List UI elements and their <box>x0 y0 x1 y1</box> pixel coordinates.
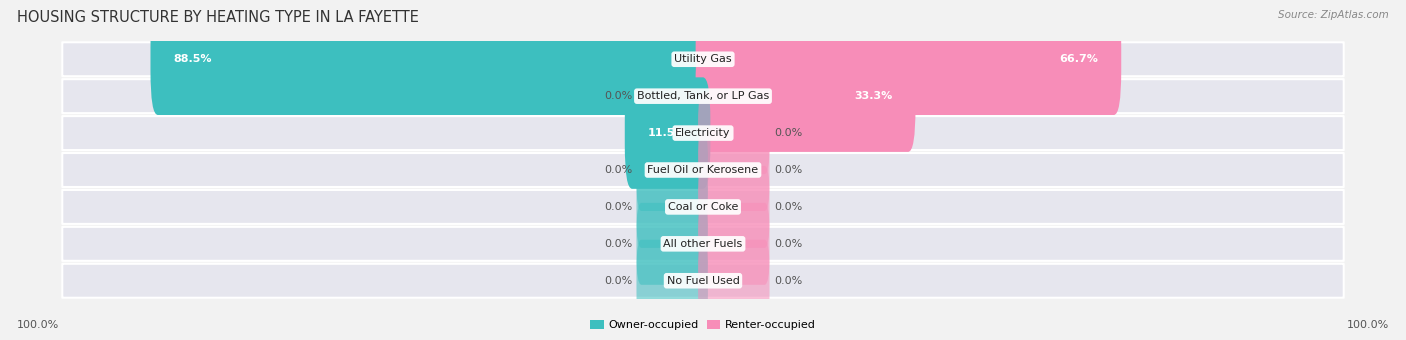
Text: Bottled, Tank, or LP Gas: Bottled, Tank, or LP Gas <box>637 91 769 101</box>
FancyBboxPatch shape <box>696 3 1121 115</box>
Text: 33.3%: 33.3% <box>855 91 893 101</box>
Text: 11.5%: 11.5% <box>648 128 686 138</box>
FancyBboxPatch shape <box>637 203 709 285</box>
Text: 100.0%: 100.0% <box>17 320 59 330</box>
FancyBboxPatch shape <box>637 55 709 137</box>
FancyBboxPatch shape <box>697 129 769 211</box>
Text: 88.5%: 88.5% <box>173 54 212 64</box>
Text: 66.7%: 66.7% <box>1060 54 1098 64</box>
Text: Fuel Oil or Kerosene: Fuel Oil or Kerosene <box>647 165 759 175</box>
Text: 0.0%: 0.0% <box>605 276 633 286</box>
Legend: Owner-occupied, Renter-occupied: Owner-occupied, Renter-occupied <box>586 315 820 335</box>
FancyBboxPatch shape <box>62 264 1344 298</box>
FancyBboxPatch shape <box>697 166 769 248</box>
FancyBboxPatch shape <box>62 116 1344 150</box>
Text: No Fuel Used: No Fuel Used <box>666 276 740 286</box>
Text: Coal or Coke: Coal or Coke <box>668 202 738 212</box>
Text: 0.0%: 0.0% <box>605 165 633 175</box>
FancyBboxPatch shape <box>696 40 915 152</box>
FancyBboxPatch shape <box>62 190 1344 224</box>
Text: 100.0%: 100.0% <box>1347 320 1389 330</box>
FancyBboxPatch shape <box>637 129 709 211</box>
Text: All other Fuels: All other Fuels <box>664 239 742 249</box>
FancyBboxPatch shape <box>637 240 709 322</box>
FancyBboxPatch shape <box>62 153 1344 187</box>
Text: Utility Gas: Utility Gas <box>675 54 731 64</box>
FancyBboxPatch shape <box>637 166 709 248</box>
Text: 0.0%: 0.0% <box>605 239 633 249</box>
FancyBboxPatch shape <box>697 92 769 174</box>
FancyBboxPatch shape <box>697 240 769 322</box>
Text: 0.0%: 0.0% <box>773 239 801 249</box>
Text: 0.0%: 0.0% <box>605 202 633 212</box>
Text: Electricity: Electricity <box>675 128 731 138</box>
Text: 0.0%: 0.0% <box>773 276 801 286</box>
FancyBboxPatch shape <box>697 203 769 285</box>
FancyBboxPatch shape <box>62 79 1344 113</box>
FancyBboxPatch shape <box>150 3 710 115</box>
Text: 0.0%: 0.0% <box>605 91 633 101</box>
FancyBboxPatch shape <box>62 227 1344 261</box>
Text: HOUSING STRUCTURE BY HEATING TYPE IN LA FAYETTE: HOUSING STRUCTURE BY HEATING TYPE IN LA … <box>17 10 419 25</box>
FancyBboxPatch shape <box>624 77 710 189</box>
Text: 0.0%: 0.0% <box>773 202 801 212</box>
FancyBboxPatch shape <box>62 42 1344 76</box>
Text: Source: ZipAtlas.com: Source: ZipAtlas.com <box>1278 10 1389 20</box>
Text: 0.0%: 0.0% <box>773 165 801 175</box>
Text: 0.0%: 0.0% <box>773 128 801 138</box>
